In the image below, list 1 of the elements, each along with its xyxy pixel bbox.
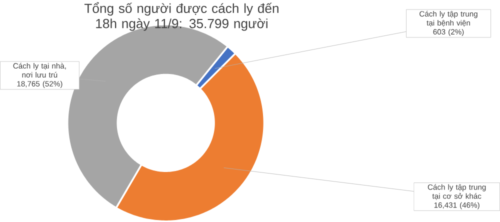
- chart-title: Tổng số người được cách ly đến 18h ngày 11/9: 35.799 người: [84, 2, 278, 31]
